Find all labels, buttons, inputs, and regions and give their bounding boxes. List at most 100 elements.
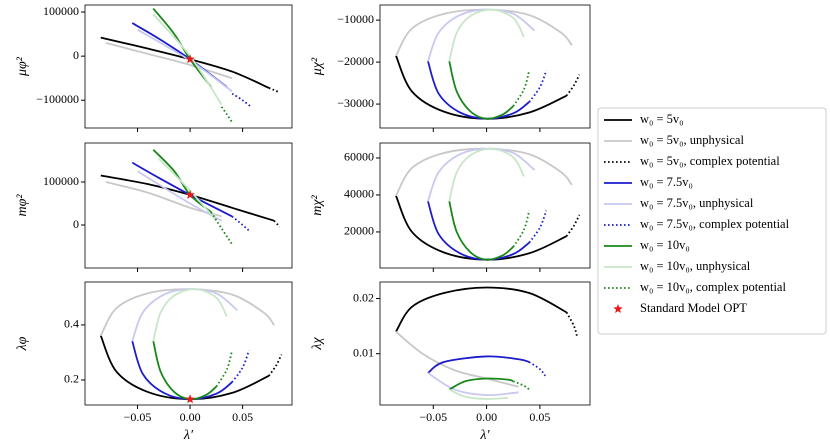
data-line [395,147,573,197]
y-tick-label: 60000 [344,150,374,164]
x-tick-label: 0.00 [180,410,201,424]
legend-marker [613,304,623,314]
x-axis-label: λ′ [479,428,490,443]
panel: −100000 0 100000 μφ² [15,4,293,132]
data-line [565,214,581,237]
marker-star [185,394,195,404]
legend: w₀ = 5v₀ w₀ = 5v₀, unphysical w₀ = 5v₀, co… [597,107,827,335]
data-line [152,149,212,213]
data-line [137,28,233,93]
legend-label: w₀ = 5v₀, unphysical [640,133,744,147]
y-axis-label: mχ² [310,194,325,215]
y-tick-label: 40000 [344,187,374,201]
data-line [152,288,228,342]
data-line [512,210,531,248]
panel: −0.05 0.00 0.05 0.01 0.02 λχ λ′ [310,281,591,443]
y-axis-label: λχ [310,337,325,351]
data-line [565,74,581,97]
data-line [448,147,525,202]
data-line [210,211,233,245]
data-line [528,70,548,103]
y-tick-label: 20000 [344,224,374,238]
plot-frame [379,281,591,406]
legend-label: Standard Model OPT [640,301,747,315]
x-tick-label: −0.05 [419,410,447,424]
legend-label: w₀ = 7.5v₀, complex potential [640,217,790,231]
data-line [152,340,217,401]
plot-frame [379,142,591,269]
y-tick-label: 0.01 [353,345,374,359]
data-line [137,170,223,222]
data-line [448,377,514,391]
y-tick-label: 100000 [43,174,79,188]
data-line [427,355,530,374]
panel: −30000 −20000 −10000 μχ² [310,4,591,132]
data-line [395,55,567,120]
data-line [427,8,536,62]
data-line [448,61,514,120]
panel: 20000 40000 60000 mχ² [310,142,591,272]
data-line [395,286,567,333]
legend-label: w₀ = 5v₀ [640,112,684,126]
y-tick-label: 0 [73,217,79,231]
y-tick-label: 0.02 [353,290,374,304]
plot-frame [84,281,293,406]
data-line [268,87,280,94]
legend-label: w₀ = 10v₀, unphysical [640,259,751,273]
data-line [448,8,525,62]
x-tick-label: 0.05 [232,410,253,424]
legend-label: w₀ = 7.5v₀ [640,175,693,189]
data-line [99,288,275,337]
y-tick-label: 100000 [43,4,79,18]
x-tick-label: 0.05 [529,410,550,424]
data-line [427,200,530,261]
x-tick-label: 0.00 [476,410,497,424]
data-line [395,8,573,57]
legend-label: w₀ = 10v₀, complex potential [640,280,786,294]
data-line [448,201,514,261]
marker-star [185,189,195,199]
y-tick-label: 0.4 [64,317,79,331]
data-line [395,330,519,388]
plot-frame [84,142,293,269]
y-tick-label: −20000 [337,54,374,68]
data-line [427,147,536,202]
y-axis-label: mφ² [15,194,30,217]
x-tick-label: −0.05 [124,410,152,424]
data-line [131,288,238,342]
y-axis-label: λφ [15,336,30,351]
data-line [427,372,519,397]
y-axis-label: μφ² [15,56,30,77]
y-tick-label: 0.2 [64,372,79,386]
data-line [528,361,546,377]
legend-label: w₀ = 10v₀ [640,238,690,252]
data-line [231,350,250,383]
data-line [231,215,251,233]
data-line [512,380,530,391]
marker-star [185,54,195,64]
data-line [131,340,233,401]
legend-frame [597,107,827,335]
data-line [268,354,283,377]
legend-label: w₀ = 7.5v₀, unphysical [640,196,754,210]
data-line [131,161,233,218]
y-tick-label: −100000 [36,92,79,106]
y-tick-label: 0 [73,48,79,62]
data-line [99,335,270,401]
panel: −0.05 0.00 0.05 0.2 0.4 λφ λ′ [15,281,293,443]
data-line [395,195,567,261]
y-axis-label: μχ² [310,57,325,76]
data-line [565,311,579,338]
data-line [512,70,531,107]
data-line [231,92,252,108]
panel: 0 100000 mφ² [15,142,293,272]
data-line [215,350,233,388]
data-line [528,210,548,244]
data-line [448,388,508,400]
x-axis-label: λ′ [183,428,194,443]
data-line [220,106,233,123]
data-line [427,60,530,120]
plot-frame [84,4,293,129]
plot-frame [379,4,591,129]
